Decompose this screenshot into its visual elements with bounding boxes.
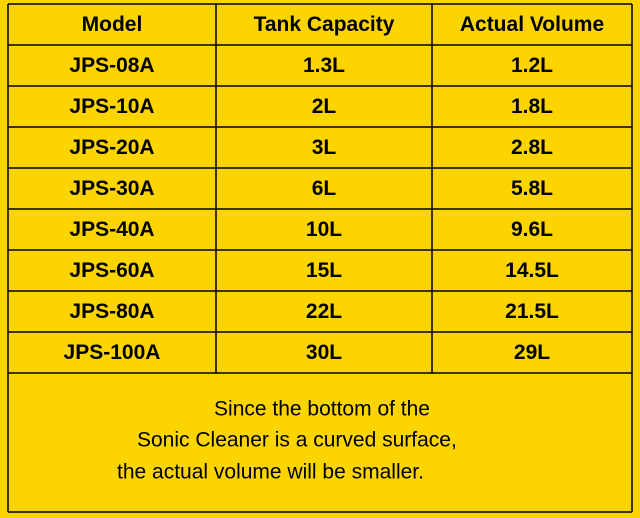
table-cell: 6L: [312, 177, 337, 200]
table-cell: JPS-60A: [69, 259, 154, 282]
header-cell: Model: [82, 13, 143, 36]
table-cell: 2L: [312, 95, 337, 118]
table-cell: 2.8L: [511, 136, 553, 159]
table-cell: 21.5L: [505, 300, 559, 323]
table-cell: 9.6L: [511, 218, 553, 241]
note-line: Sonic Cleaner is a curved surface,: [137, 429, 457, 452]
table-cell: JPS-40A: [69, 218, 154, 241]
table-cell: JPS-10A: [69, 95, 154, 118]
table-cell: 5.8L: [511, 177, 553, 200]
table-cell: 1.2L: [511, 54, 553, 77]
table-cell: 14.5L: [505, 259, 559, 282]
header-cell: Tank Capacity: [254, 13, 395, 36]
table-cell: JPS-100A: [64, 341, 161, 364]
table-cell: 10L: [306, 218, 342, 241]
table-cell: 29L: [514, 341, 550, 364]
table-cell: JPS-80A: [69, 300, 154, 323]
table-cell: 1.3L: [303, 54, 345, 77]
header-cell: Actual Volume: [460, 13, 604, 36]
table-cell: 22L: [306, 300, 342, 323]
table-cell: 15L: [306, 259, 342, 282]
note-line: the actual volume will be smaller.: [117, 461, 424, 484]
table-cell: 30L: [306, 341, 342, 364]
table-cell: JPS-30A: [69, 177, 154, 200]
table-cell: JPS-20A: [69, 136, 154, 159]
table-cell: 3L: [312, 136, 337, 159]
table-cell: JPS-08A: [69, 54, 154, 77]
table-cell: 1.8L: [511, 95, 553, 118]
note-line: Since the bottom of the: [214, 398, 430, 421]
